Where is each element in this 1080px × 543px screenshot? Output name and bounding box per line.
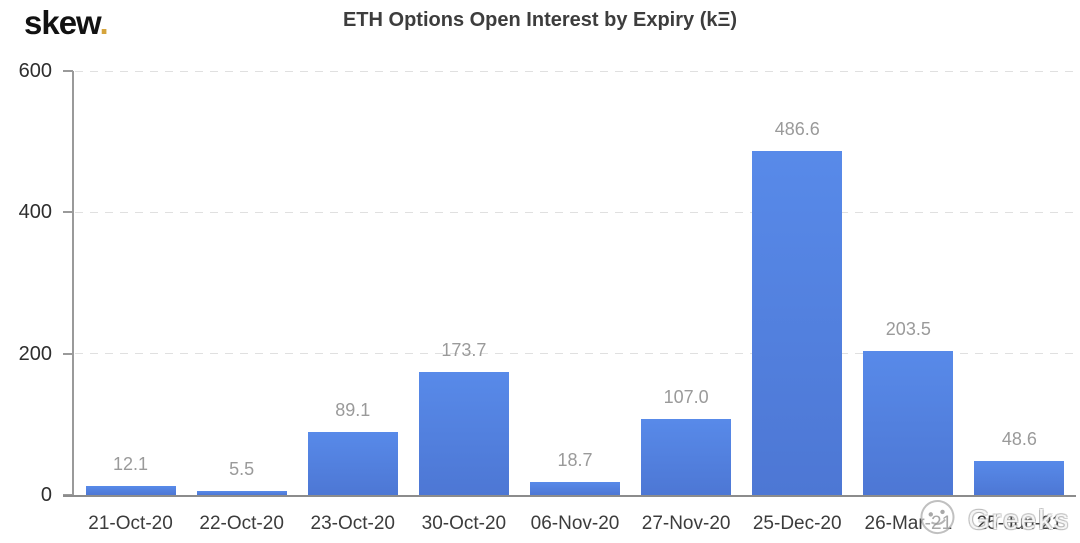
y-tick-mark <box>63 211 73 214</box>
bar <box>974 460 1065 495</box>
gridline <box>75 70 1075 72</box>
x-axis-label: 22-Oct-20 <box>199 513 284 534</box>
bar <box>307 432 398 495</box>
bar-value-label: 12.1 <box>113 454 149 475</box>
bar-value-label: 203.5 <box>885 319 931 340</box>
bar-value-label: 107.0 <box>663 387 709 408</box>
x-axis-label: 23-Oct-20 <box>310 513 395 534</box>
y-axis-line <box>72 71 74 497</box>
bar <box>85 486 176 495</box>
y-axis-tick-label: 200 <box>18 342 52 365</box>
y-axis-tick-label: 400 <box>18 201 52 224</box>
y-axis-tick-label: 600 <box>18 60 52 82</box>
bar-value-label: 5.5 <box>229 459 255 480</box>
x-axis-label: 06-Nov-20 <box>530 513 620 534</box>
x-axis-label: 21-Oct-20 <box>88 513 173 534</box>
bar-value-label: 18.7 <box>557 449 593 470</box>
x-axis-line <box>63 495 1076 497</box>
skew-logo: skew. <box>24 4 109 42</box>
x-axis-label: 25-Dec-20 <box>752 513 842 534</box>
bar <box>418 372 509 495</box>
gridline <box>75 211 1075 213</box>
y-axis-tick-label: 0 <box>40 484 52 506</box>
x-axis-label: 25-Jun-21 <box>976 513 1063 534</box>
chart-title: ETH Options Open Interest by Expiry (kΞ) <box>342 9 738 31</box>
bar-value-label: 486.6 <box>774 119 820 140</box>
bar <box>863 351 954 495</box>
bar <box>752 151 843 495</box>
bar <box>196 491 287 495</box>
x-axis-label: 27-Nov-20 <box>641 513 731 534</box>
y-tick-mark <box>63 70 73 72</box>
y-tick-mark <box>63 352 73 355</box>
bar <box>641 419 732 495</box>
x-axis-label: 30-Oct-20 <box>421 513 507 534</box>
bar <box>530 481 620 495</box>
logo-dot: . <box>99 4 109 41</box>
gridline <box>75 353 1075 355</box>
bar-value-label: 173.7 <box>441 340 487 361</box>
bar-value-label: 48.6 <box>1001 428 1037 449</box>
logo-text: skew <box>24 4 101 41</box>
bar-value-label: 89.1 <box>335 400 371 421</box>
x-axis-label: 26-Mar-21 <box>864 513 953 534</box>
